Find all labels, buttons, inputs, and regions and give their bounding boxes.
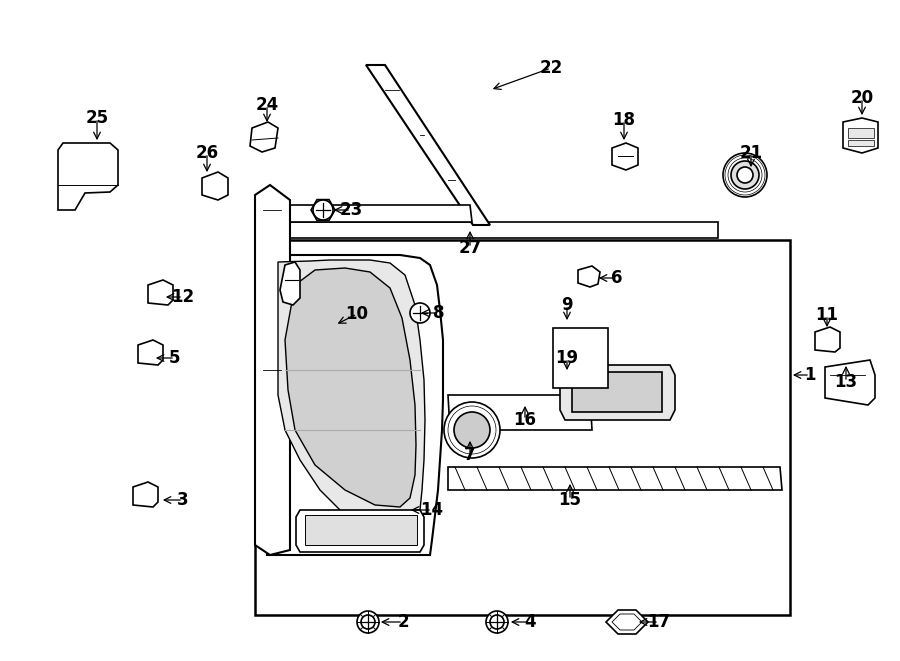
Polygon shape	[825, 360, 875, 405]
Text: 20: 20	[850, 89, 874, 107]
Circle shape	[410, 303, 430, 323]
Polygon shape	[148, 280, 173, 305]
Circle shape	[486, 611, 508, 633]
Text: 27: 27	[458, 239, 482, 257]
Text: 15: 15	[559, 491, 581, 509]
Bar	[305, 515, 417, 545]
Circle shape	[490, 615, 504, 629]
Polygon shape	[612, 614, 642, 630]
Polygon shape	[280, 262, 300, 305]
Polygon shape	[202, 172, 228, 200]
Circle shape	[454, 412, 490, 448]
Polygon shape	[366, 65, 490, 225]
Bar	[553, 328, 608, 388]
Text: 19: 19	[555, 349, 579, 367]
Circle shape	[361, 615, 375, 629]
Polygon shape	[267, 255, 443, 555]
Polygon shape	[278, 260, 425, 535]
Text: 12: 12	[171, 288, 194, 306]
Text: 1: 1	[805, 366, 815, 384]
Text: 14: 14	[420, 501, 444, 519]
Polygon shape	[285, 268, 416, 507]
Bar	[572, 372, 662, 412]
Text: 5: 5	[169, 349, 181, 367]
Circle shape	[723, 153, 767, 197]
Text: 26: 26	[195, 144, 219, 162]
Polygon shape	[560, 365, 675, 420]
Text: 25: 25	[86, 109, 109, 127]
Polygon shape	[612, 143, 638, 170]
Circle shape	[731, 161, 759, 189]
Polygon shape	[138, 340, 163, 365]
Text: 11: 11	[815, 306, 839, 324]
Bar	[255, 240, 790, 615]
Polygon shape	[133, 482, 158, 507]
Polygon shape	[606, 610, 648, 634]
Text: 17: 17	[647, 613, 670, 631]
Text: 18: 18	[613, 111, 635, 129]
Circle shape	[737, 167, 753, 183]
Polygon shape	[255, 185, 290, 555]
Polygon shape	[311, 200, 335, 220]
Text: 4: 4	[524, 613, 536, 631]
Circle shape	[313, 200, 333, 220]
Bar	[848, 140, 874, 146]
Text: 2: 2	[397, 613, 409, 631]
Bar	[848, 128, 874, 138]
Circle shape	[357, 611, 379, 633]
Text: 8: 8	[433, 304, 445, 322]
Text: 7: 7	[464, 446, 476, 464]
Polygon shape	[250, 122, 278, 152]
Polygon shape	[448, 395, 592, 430]
Polygon shape	[578, 266, 600, 287]
Polygon shape	[296, 510, 424, 552]
Text: 24: 24	[256, 96, 279, 114]
Polygon shape	[260, 222, 718, 238]
Text: 13: 13	[834, 373, 858, 391]
Text: 3: 3	[177, 491, 189, 509]
Text: 6: 6	[611, 269, 623, 287]
Circle shape	[444, 402, 500, 458]
Text: 22: 22	[539, 59, 562, 77]
Text: 16: 16	[514, 411, 536, 429]
Polygon shape	[843, 118, 878, 153]
Polygon shape	[58, 143, 118, 210]
Polygon shape	[260, 205, 472, 222]
Text: 10: 10	[346, 305, 368, 323]
Text: 9: 9	[562, 296, 572, 314]
Polygon shape	[815, 327, 840, 352]
Text: 21: 21	[740, 144, 762, 162]
Polygon shape	[448, 467, 782, 490]
Text: 23: 23	[339, 201, 363, 219]
